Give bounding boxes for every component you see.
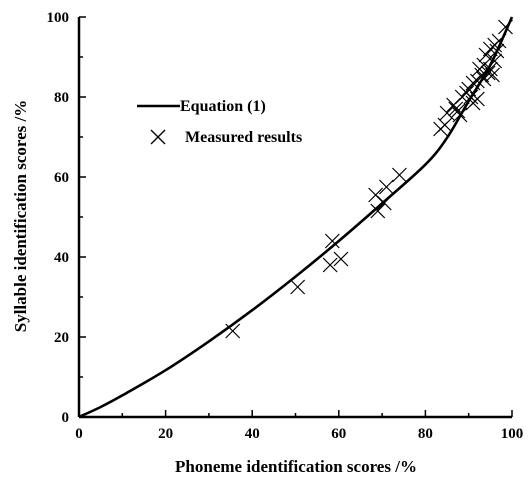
x-marker-stroke [480,65,496,81]
legend-label-equation: Equation (1) [180,98,266,115]
y-tick-label: 0 [62,410,70,426]
x-marker-stroke [489,43,505,59]
y-tick-label: 20 [54,330,69,346]
x-marker-stroke [498,19,513,35]
measured-point-x-marker [379,179,394,195]
measured-point-x-marker [376,195,392,211]
x-marker-stroke [333,251,349,267]
x-marker-stroke [476,71,492,87]
y-tick-label: 60 [54,170,69,186]
legend-label-measured: Measured results [185,129,302,146]
curve-layer [78,16,514,419]
y-axis-title: Syllable identification scores /% [11,100,30,333]
x-marker-stroke [324,233,340,249]
legend-x-marker-icon [150,129,166,145]
x-marker-stroke [476,57,492,73]
x-marker-stroke [485,67,500,83]
measured-point-x-marker [450,103,466,119]
x-marker-stroke [437,117,453,133]
x-marker-stroke [290,279,306,295]
measured-point-x-marker [485,67,500,83]
x-marker-stroke [439,105,455,121]
x-marker-stroke [482,61,498,77]
measured-point-x-marker [482,61,498,77]
measured-point-x-marker [290,279,306,295]
axes [77,17,512,419]
x-marker-stroke [487,53,503,69]
ticks: 0 20 40 60 80 100 0 20 40 60 80 100 [47,10,524,442]
x-marker-stroke [225,323,241,339]
x-tick-label: 80 [418,426,433,442]
measured-point-x-marker [480,65,496,81]
x-marker-stroke [368,187,384,203]
y-tick-label: 80 [54,90,69,106]
measured-point-x-marker [489,43,505,59]
x-tick-label: 40 [245,426,260,442]
measured-point-x-marker [487,53,503,69]
x-marker-stroke [370,203,386,219]
x-axis-title: Phoneme identification scores /% [175,457,417,476]
measured-point-x-marker [478,47,494,63]
x-marker-stroke [450,103,466,119]
measured-point-x-marker [469,91,485,107]
x-marker-stroke [469,91,485,107]
x-marker-stroke [491,33,507,49]
x-marker-stroke [376,195,392,211]
y-tick-label: 100 [47,10,70,26]
x-marker-stroke [391,167,407,183]
x-marker-stroke [379,179,394,195]
measured-point-x-marker [452,107,468,123]
marker-layer [225,19,513,339]
measured-point-x-marker [322,257,338,273]
measured-point-x-marker [491,33,507,49]
x-tick-label: 100 [501,426,524,442]
measured-point-x-marker [476,71,492,87]
x-marker-stroke [452,107,468,123]
measured-point-x-marker [333,251,349,267]
equation-1-curve [78,16,514,419]
measured-point-x-marker [391,167,407,183]
measured-point-x-marker [498,19,513,35]
measured-point-x-marker [437,117,453,133]
x-marker-stroke [463,89,479,105]
x-tick-label: 60 [331,426,346,442]
x-tick-label: 20 [158,426,173,442]
legend: Equation (1) Measured results [137,98,302,146]
y-tick-label: 40 [54,250,69,266]
x-marker-stroke [478,47,494,63]
measured-point-x-marker [370,203,386,219]
measured-point-x-marker [225,323,241,339]
x-tick-label: 0 [75,426,83,442]
measured-point-x-marker [476,57,492,73]
measured-point-x-marker [324,233,340,249]
x-marker-stroke [322,257,338,273]
